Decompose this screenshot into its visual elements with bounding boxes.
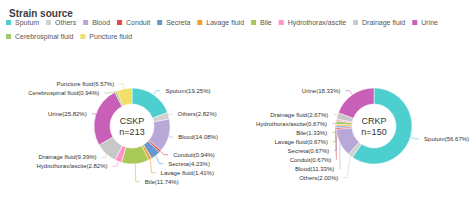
svg-text:Bile(11.74%): Bile(11.74%): [145, 179, 179, 185]
svg-text:Urine(25.82%): Urine(25.82%): [48, 111, 87, 117]
svg-text:CSKP: CSKP: [120, 116, 145, 126]
svg-text:Blood(11.33%): Blood(11.33%): [295, 166, 334, 172]
svg-text:Blood: Blood: [92, 19, 110, 26]
svg-text:Conduit: Conduit: [126, 19, 150, 26]
svg-text:Strain source: Strain source: [9, 8, 73, 19]
svg-text:Cerebrospinal fluid(0.94%): Cerebrospinal fluid(0.94%): [28, 90, 99, 96]
svg-text:Lavage fluid: Lavage fluid: [206, 19, 244, 27]
svg-text:Secreta(4.23%): Secreta(4.23%): [168, 161, 210, 167]
svg-text:Urine(18.33%): Urine(18.33%): [302, 88, 341, 94]
svg-text:Sputum: Sputum: [15, 19, 39, 27]
svg-text:Drainage fluid(9.39%): Drainage fluid(9.39%): [39, 154, 97, 160]
svg-text:Others: Others: [55, 19, 77, 26]
svg-text:Drainage fluid: Drainage fluid: [362, 19, 405, 27]
svg-text:Bile(1.33%): Bile(1.33%): [296, 130, 327, 136]
svg-text:Bile: Bile: [260, 19, 272, 26]
svg-text:Hydrothorax/ascite: Hydrothorax/ascite: [288, 19, 346, 27]
svg-text:Lavage fluid(0.67%): Lavage fluid(0.67%): [275, 139, 328, 145]
svg-text:Others(2.82%): Others(2.82%): [178, 111, 217, 117]
svg-text:Cerebrospinal fluid: Cerebrospinal fluid: [15, 33, 73, 41]
svg-text:Conduit(0.67%): Conduit(0.67%): [290, 157, 332, 163]
svg-text:Secreta(0.67%): Secreta(0.67%): [288, 148, 330, 154]
svg-text:CRKP: CRKP: [361, 116, 386, 126]
svg-text:Puncture fluid: Puncture fluid: [89, 33, 132, 40]
svg-text:Lavage fluid(1.41%): Lavage fluid(1.41%): [161, 170, 214, 176]
svg-text:Others(2.00%): Others(2.00%): [299, 175, 338, 181]
svg-text:Secreta: Secreta: [166, 19, 190, 26]
svg-text:Sputum(56.67%): Sputum(56.67%): [424, 136, 469, 142]
svg-text:Hydrothorax/ascite(0.67%): Hydrothorax/ascite(0.67%): [256, 121, 327, 127]
svg-text:n=150: n=150: [361, 127, 386, 137]
svg-text:Drainage fluid(2.67%): Drainage fluid(2.67%): [270, 112, 328, 118]
svg-text:n=213: n=213: [119, 127, 144, 137]
svg-text:Sputum(19.25%): Sputum(19.25%): [165, 88, 210, 94]
svg-text:Hydrothorax/ascite(2.82%): Hydrothorax/ascite(2.82%): [36, 163, 107, 169]
svg-text:Blood(14.08%): Blood(14.08%): [178, 134, 218, 140]
svg-text:Puncture fluid(6.57%): Puncture fluid(6.57%): [56, 81, 114, 87]
svg-text:Urine: Urine: [421, 19, 438, 26]
svg-text:Conduit(0.94%): Conduit(0.94%): [173, 152, 215, 158]
